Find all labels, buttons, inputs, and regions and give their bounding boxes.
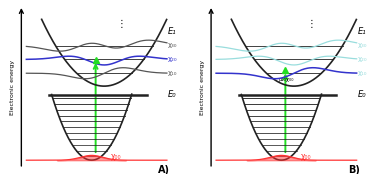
Text: E₁: E₁: [168, 26, 177, 35]
Text: ⋮: ⋮: [307, 19, 316, 29]
Text: χ₂₀: χ₂₀: [358, 56, 367, 62]
Text: χ₁₀: χ₁₀: [168, 70, 177, 76]
Text: χ₀₀: χ₀₀: [111, 152, 121, 161]
Text: E₀: E₀: [358, 90, 366, 99]
Text: μ₁₀χ₀₀: μ₁₀χ₀₀: [279, 77, 294, 82]
Text: Electronic energy: Electronic energy: [200, 60, 204, 115]
Text: χ₃₀: χ₃₀: [168, 42, 177, 48]
Text: Electronic energy: Electronic energy: [10, 60, 15, 115]
Text: χ₂₀: χ₂₀: [168, 56, 178, 62]
Text: ⋮: ⋮: [117, 19, 127, 29]
Text: A): A): [158, 165, 170, 174]
Text: χ₀₀: χ₀₀: [301, 152, 311, 161]
Text: B): B): [348, 165, 360, 174]
Text: χ₁₀: χ₁₀: [358, 70, 367, 76]
Text: χ₃₀: χ₃₀: [358, 42, 367, 48]
Text: E₁: E₁: [358, 26, 366, 35]
Text: E₀: E₀: [168, 90, 177, 99]
